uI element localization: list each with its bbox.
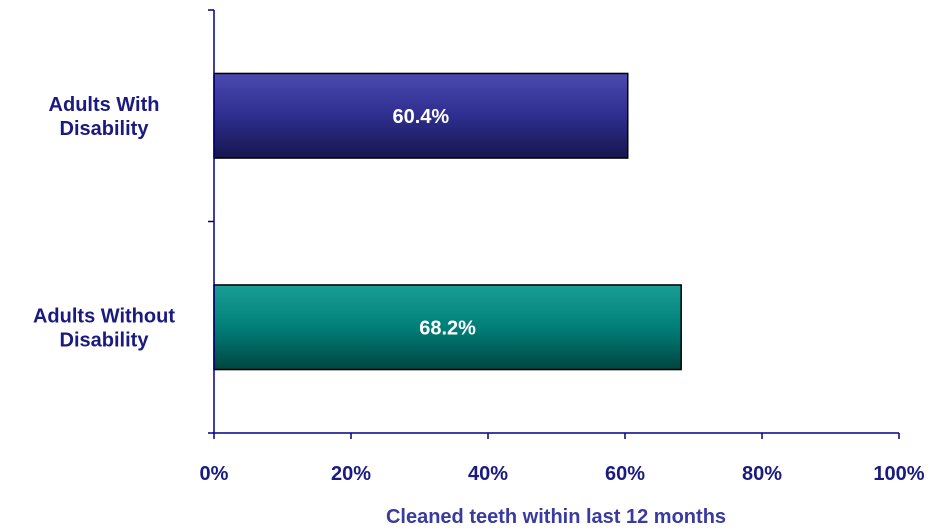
x-tick-label: 100% (873, 463, 924, 485)
bar (213, 72, 629, 159)
bar-data-label: 60.4% (393, 106, 450, 128)
x-tick-label: 60% (605, 463, 645, 485)
x-tick-label: 40% (468, 463, 508, 485)
category-label: Adults Without (33, 305, 175, 327)
category-label: Adults With (49, 94, 160, 116)
x-tick-label: 20% (331, 463, 371, 485)
category-label: Disability (60, 329, 150, 351)
x-tick-label: 0% (200, 463, 229, 485)
x-tick-label: 80% (742, 463, 782, 485)
bar-data-label: 68.2% (419, 317, 476, 339)
category-label: Disability (60, 118, 150, 140)
bars-layer (213, 72, 682, 371)
bar (213, 284, 682, 371)
axes (208, 9, 900, 439)
x-axis-title: Cleaned teeth within last 12 months (386, 506, 726, 528)
